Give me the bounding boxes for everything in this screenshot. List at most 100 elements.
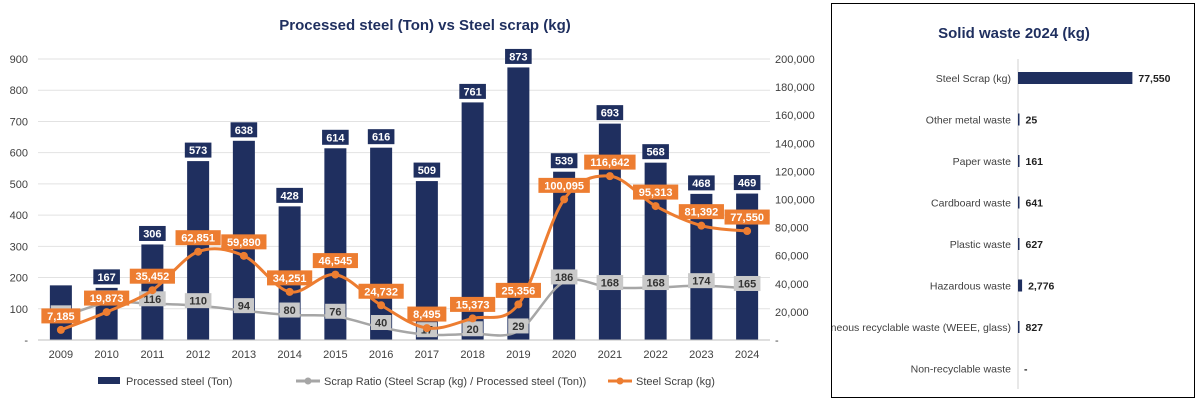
processed-steel-label: 167 xyxy=(93,269,120,285)
steel-scrap-point xyxy=(743,227,752,236)
scrap-ratio-label: 29 xyxy=(508,318,529,334)
legend-ratio: Scrap Ratio (Steel Scrap (kg) / Processe… xyxy=(296,376,586,388)
waste-value-label: 827 xyxy=(1026,322,1044,334)
scrap-ratio-label: 94 xyxy=(233,298,255,314)
processed-steel-bar xyxy=(415,181,438,340)
processed-steel-bar xyxy=(553,171,576,340)
solid-waste-title: Solid waste 2024 (kg) xyxy=(938,25,1090,42)
processed-steel-label-box xyxy=(413,162,441,178)
scrap-ratio-label-text: 174 xyxy=(692,276,711,288)
scrap-ratio-label: 174 xyxy=(688,273,715,289)
left-y-tick-label: 400 xyxy=(10,210,28,222)
steel-scrap-label-text: 59,890 xyxy=(227,237,261,249)
solid-waste-row: Steel Scrap (kg) 77,550 xyxy=(936,72,1171,85)
scrap-ratio-label-text: 94 xyxy=(238,301,251,313)
legend-scrap: Steel Scrap (kg) xyxy=(608,376,715,388)
right-y-axis: - 20,000 40,000 60,000 80,000 100,000 120,000 1… xyxy=(775,54,815,347)
combo-chart-title: Processed steel (Ton) vs Steel scrap (kg… xyxy=(279,17,571,34)
x-tick-label: 2024 xyxy=(735,349,759,361)
steel-scrap-label: 7,185 xyxy=(41,308,81,324)
solid-waste-row: Hazardous waste 2,776 xyxy=(930,279,1055,293)
processed-steel-label-text: 761 xyxy=(463,86,481,98)
steel-scrap-label-text: 8,495 xyxy=(413,309,441,321)
steel-scrap-label-text: 19,873 xyxy=(90,293,124,305)
steel-scrap-label: 81,392 xyxy=(678,204,724,220)
processed-steel-label-text: 469 xyxy=(738,178,756,190)
steel-scrap-point xyxy=(285,287,294,296)
processed-steel-label-box xyxy=(139,225,166,241)
steel-scrap-point xyxy=(514,300,523,309)
solid-waste-panel: Solid waste 2024 (kg) Steel Scrap (kg) 77… xyxy=(795,3,1195,398)
solid-waste-rows: Steel Scrap (kg) 77,550 Other metal waste 2… xyxy=(795,72,1171,376)
steel-scrap-label-text: 95,313 xyxy=(639,187,673,199)
scrap-ratio-label: 186 xyxy=(550,269,578,285)
waste-category-label: Steel Scrap (kg) xyxy=(936,73,1011,85)
steel-scrap-label: 24,732 xyxy=(358,283,404,299)
scrap-ratio-label-text: 168 xyxy=(646,278,664,290)
processed-steel-label: 306 xyxy=(139,225,166,241)
scrap-ratio-label-text: 168 xyxy=(601,278,619,290)
x-tick-label: 2009 xyxy=(49,349,73,361)
steel-scrap-label-box xyxy=(450,296,496,312)
steel-scrap-label: 95,313 xyxy=(633,184,679,200)
waste-value-label: - xyxy=(1024,364,1028,376)
scrap-ratio-label: 110 xyxy=(184,293,212,309)
x-tick-label: 2022 xyxy=(643,349,667,361)
steel-scrap-point xyxy=(468,314,477,323)
waste-bar xyxy=(1018,238,1020,250)
x-tick-label: 2018 xyxy=(460,349,484,361)
processed-steel-label: 761 xyxy=(459,83,486,99)
steel-scrap-label-box xyxy=(633,184,679,200)
processed-steel-label: 693 xyxy=(596,105,624,121)
left-y-tick-label: 600 xyxy=(10,148,28,160)
steel-scrap-label-box xyxy=(584,154,636,170)
right-y-tick-label: 20,000 xyxy=(775,307,809,319)
steel-scrap-point xyxy=(194,247,203,256)
right-y-tick-label: - xyxy=(775,335,779,347)
processed-steel-label-box xyxy=(550,153,578,169)
solid-waste-row: Other metal waste 25 xyxy=(926,113,1037,127)
steel-scrap-label: 116,642 xyxy=(584,154,636,170)
x-tick-label: 2021 xyxy=(598,349,622,361)
processed-steel-label-text: 614 xyxy=(326,132,345,144)
left-y-tick-label: 800 xyxy=(10,85,28,97)
processed-steel-label-box xyxy=(459,83,486,99)
processed-steel-label-box xyxy=(230,122,258,138)
processed-steel-label-box xyxy=(642,144,669,160)
processed-steel-label-box xyxy=(367,129,395,145)
scrap-ratio-label-text: 29 xyxy=(512,321,524,333)
processed-steel-label: 539 xyxy=(550,153,578,169)
steel-scrap-label: 34,251 xyxy=(267,270,313,286)
processed-steel-label-box xyxy=(93,269,120,285)
steel-scrap-label-text: 25,356 xyxy=(502,285,536,297)
solid-waste-row: Paper waste 161 xyxy=(953,155,1043,168)
right-y-tick-label: 180,000 xyxy=(775,82,815,94)
solid-waste-chart: Solid waste 2024 (kg) Steel Scrap (kg) 77… xyxy=(795,25,1171,389)
waste-category-label: Cardboard waste xyxy=(931,198,1011,210)
steel-scrap-label-box xyxy=(129,268,175,284)
steel-scrap-label-box xyxy=(407,306,447,322)
waste-bar xyxy=(1018,155,1020,167)
processed-steel-label-box xyxy=(184,142,212,158)
right-y-tick-label: 100,000 xyxy=(775,195,815,207)
steel-scrap-path xyxy=(60,174,748,332)
legend: Processed steel (Ton) Scrap Ratio (Steel … xyxy=(98,376,715,388)
scrap-ratio-label-box xyxy=(508,318,529,334)
processed-steel-label-text: 509 xyxy=(418,165,436,177)
processed-steel-label-text: 167 xyxy=(97,272,115,284)
x-tick-label: 2014 xyxy=(277,349,301,361)
waste-value-label: 627 xyxy=(1026,239,1044,251)
scrap-ratio-label-text: 165 xyxy=(738,278,756,290)
steel-scrap-label-box xyxy=(678,204,724,220)
legend-processed-swatch xyxy=(98,377,120,384)
waste-category-label: Plastic waste xyxy=(950,239,1011,251)
left-y-tick-label: 300 xyxy=(10,241,28,253)
waste-bar xyxy=(1018,321,1020,333)
x-tick-label: 2016 xyxy=(369,349,393,361)
waste-category-label: Hazardous waste xyxy=(930,281,1011,293)
waste-value-label: 77,550 xyxy=(1138,73,1170,85)
x-tick-label: 2012 xyxy=(186,349,210,361)
x-tick-label: 2011 xyxy=(141,349,165,361)
steel-scrap-point xyxy=(56,325,65,334)
steel-scrap-point xyxy=(605,172,614,181)
